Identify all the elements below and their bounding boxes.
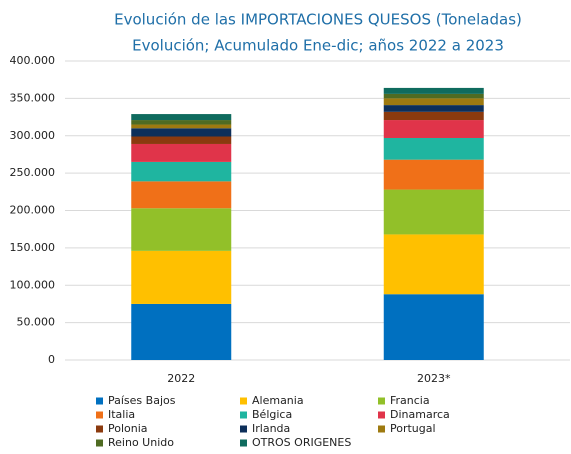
bar-segment — [131, 250, 232, 304]
legend-label: Países Bajos — [108, 394, 176, 407]
bar-segment — [383, 234, 484, 295]
y-tick-label: 200.000 — [10, 204, 56, 217]
y-tick-label: 100.000 — [10, 278, 56, 291]
legend-label: Italia — [108, 408, 135, 421]
bar-segment — [383, 159, 484, 190]
bar-segment — [131, 143, 232, 162]
y-tick-label: 150.000 — [10, 241, 56, 254]
y-tick-label: 50.000 — [17, 316, 56, 329]
bar-segment — [383, 294, 484, 360]
legend-label: Bélgica — [252, 408, 292, 421]
legend-swatch — [240, 397, 247, 405]
bar-segment — [131, 136, 232, 144]
legend-swatch — [96, 411, 103, 419]
legend-swatch — [96, 397, 103, 405]
legend-swatch — [378, 397, 385, 405]
bar-segment — [131, 120, 232, 125]
legend-swatch — [96, 439, 103, 447]
bar-segment — [383, 111, 484, 121]
y-tick-label: 250.000 — [10, 166, 56, 179]
legend-label: Irlanda — [252, 422, 290, 435]
legend-label: Reino Unido — [108, 436, 174, 449]
bar-segment — [383, 87, 484, 94]
legend-swatch — [378, 411, 385, 419]
bar-segment — [383, 189, 484, 235]
bar-segment — [383, 105, 484, 112]
y-tick-label: 0 — [48, 353, 55, 366]
bar-segment — [383, 120, 484, 138]
x-tick-label: 2022 — [167, 372, 195, 385]
legend-swatch — [378, 425, 385, 433]
bar-segment — [131, 208, 232, 251]
legend-swatch — [240, 425, 247, 433]
legend-label: Portugal — [390, 422, 436, 435]
legend-swatch — [240, 439, 247, 447]
bar-segment — [131, 128, 232, 137]
bar-segment — [131, 303, 232, 360]
y-tick-label: 400.000 — [10, 54, 56, 67]
bar-segment — [383, 137, 484, 160]
x-tick-label: 2023* — [417, 372, 451, 385]
bar-segment — [383, 98, 484, 106]
legend-label: Alemania — [252, 394, 304, 407]
legend-label: Dinamarca — [390, 408, 450, 421]
legend-swatch — [96, 425, 103, 433]
legend-label: Polonia — [108, 422, 148, 435]
chart-subtitle: Evolución; Acumulado Ene-dic; años 2022 … — [132, 37, 504, 55]
y-tick-label: 300.000 — [10, 129, 56, 142]
legend-label: OTROS ORIGENES — [252, 436, 351, 449]
y-tick-label: 350.000 — [10, 91, 56, 104]
legend-swatch — [240, 411, 247, 419]
legend-label: Francia — [390, 394, 430, 407]
bar-segment — [131, 181, 232, 209]
bar-segment — [383, 93, 484, 99]
bar-segment — [131, 124, 232, 129]
bar-segment — [131, 161, 232, 182]
bar-segment — [131, 114, 232, 121]
chart-title: Evolución de las IMPORTACIONES QUESOS (T… — [114, 11, 522, 29]
